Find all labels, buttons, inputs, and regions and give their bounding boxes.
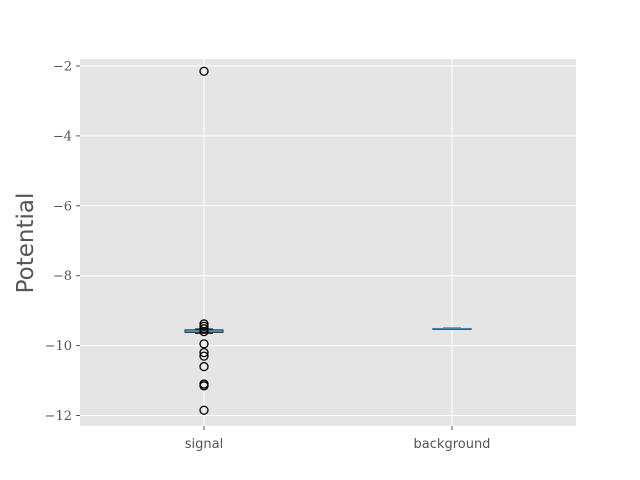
box-series [184,66,472,415]
plot-area [80,59,576,426]
outlier-point [199,326,209,337]
outlier-point [199,351,209,361]
grid-lines [80,59,576,426]
x-tick-label: signal [185,437,223,452]
x-tick-label: background [414,437,491,452]
outlier-point [199,405,209,415]
outlier-point [199,339,209,349]
outlier-point [199,66,209,76]
outlier-point [199,381,209,391]
y-tick-label: −8 [53,269,72,284]
y-tick-label: −4 [53,129,72,144]
y-tick-label: −2 [53,59,72,74]
outlier-point [199,361,209,372]
y-tick-label: −6 [53,199,72,214]
y-axis-label: Potential [13,193,39,294]
y-tick-label: −10 [45,339,72,354]
outlier-point [199,324,209,334]
box-background [432,327,472,331]
y-tick-label: −12 [45,409,72,424]
x-axis-ticks: signal background [185,426,491,452]
y-axis-ticks: −2 −4 −6 −8 −10 −12 [45,59,80,424]
outlier-point [199,321,209,332]
box-signal [184,66,224,415]
outlier-point [199,347,209,358]
